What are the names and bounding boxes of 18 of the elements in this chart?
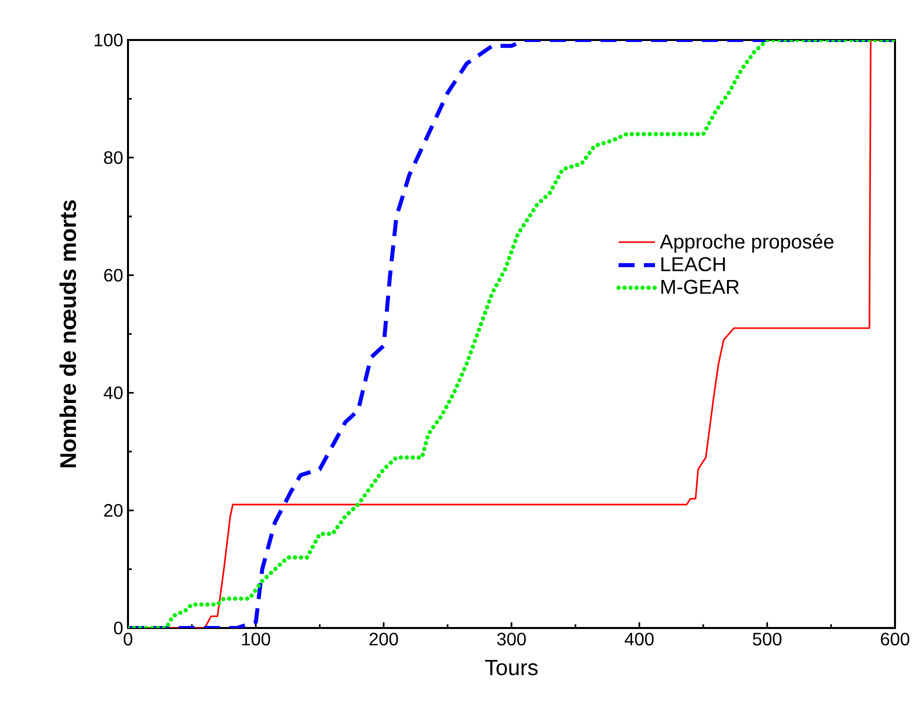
legend-label: Approche proposée bbox=[660, 234, 834, 253]
y-tick-label: 20 bbox=[104, 504, 123, 517]
x-tick-label: 600 bbox=[880, 632, 910, 646]
x-tick-label: 200 bbox=[370, 632, 398, 646]
y-tick-label: 40 bbox=[104, 386, 123, 400]
y-tick-label: 60 bbox=[104, 268, 123, 282]
legend-label: M-GEAR bbox=[661, 280, 739, 294]
x-tick-label: 500 bbox=[752, 632, 782, 646]
x-tick-label: 400 bbox=[624, 632, 654, 646]
legend-label: LEACH bbox=[661, 257, 725, 272]
y-axis-title: Nombre de nœuds morts bbox=[59, 200, 76, 468]
y-tick-label: 0 bbox=[114, 622, 123, 634]
x-axis-title: Tours bbox=[485, 660, 538, 676]
y-tick-label: 80 bbox=[104, 151, 123, 164]
x-tick-label: 100 bbox=[242, 632, 270, 646]
x-tick-label: 300 bbox=[497, 632, 526, 646]
x-tick-label: 0 bbox=[124, 632, 132, 646]
y-tick-label: 100 bbox=[94, 34, 123, 46]
